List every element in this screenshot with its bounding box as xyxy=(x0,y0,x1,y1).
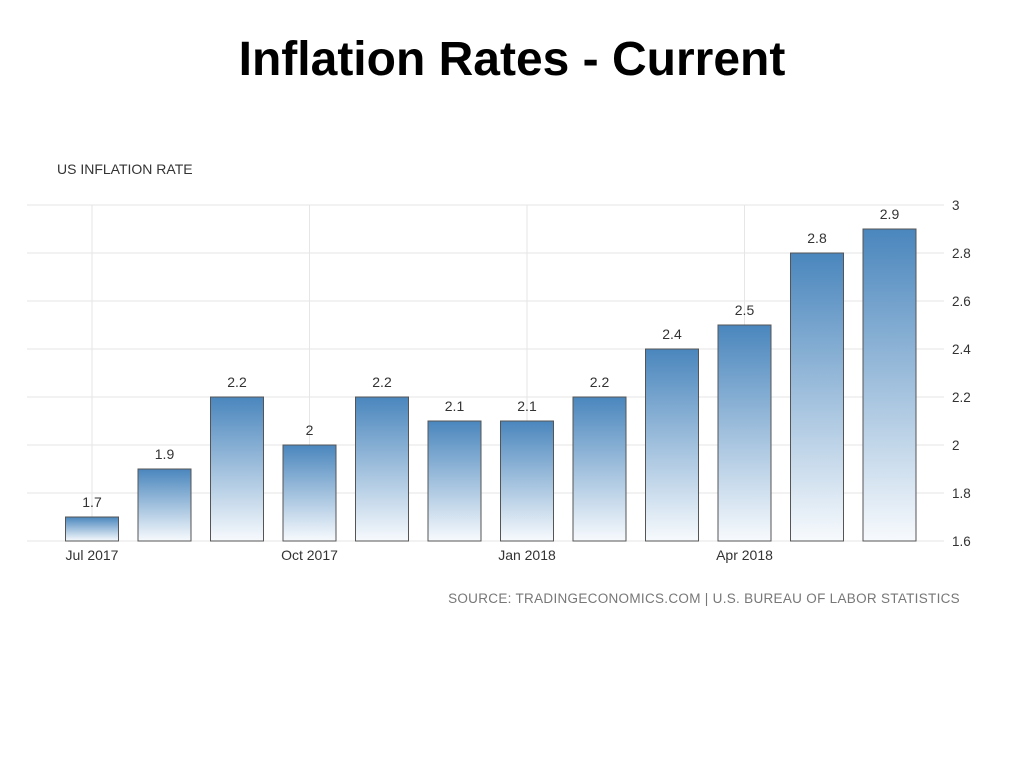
bar-value-label: 2.2 xyxy=(227,374,247,390)
x-tick-label: Jul 2017 xyxy=(66,547,119,563)
bar-aug-2017 xyxy=(137,468,192,542)
bar-value-label: 2.1 xyxy=(445,398,465,414)
y-tick-label: 2.6 xyxy=(952,294,971,309)
y-tick-label: 2.2 xyxy=(952,390,971,405)
x-axis-ticks: Jul 2017 Oct 2017 Jan 2018 Apr 2018 xyxy=(66,547,774,563)
y-tick-label: 3 xyxy=(952,198,960,213)
y-axis-ticks: 1.6 1.8 2 2.2 2.4 2.6 2.8 3 xyxy=(952,198,971,549)
bar-value-label: 2.4 xyxy=(662,326,682,342)
bar-oct-2017 xyxy=(282,444,337,542)
bar-value-label: 2 xyxy=(306,422,314,438)
bar-nov-2017 xyxy=(355,396,409,542)
bar-feb-2018 xyxy=(572,396,627,542)
y-tick-label: 2.4 xyxy=(952,342,971,357)
bar-value-label: 2.9 xyxy=(880,206,900,222)
x-tick-label: Oct 2017 xyxy=(281,547,338,563)
bar-value-label: 2.2 xyxy=(372,374,392,390)
chart-title: US INFLATION RATE xyxy=(57,161,193,177)
bar-value-label: 2.5 xyxy=(735,302,755,318)
bar-dec-2017 xyxy=(427,420,482,542)
y-tick-label: 1.8 xyxy=(952,486,971,501)
bar-value-label: 2.8 xyxy=(807,230,827,246)
bar-value-label: 1.7 xyxy=(82,494,102,510)
bar-value-label: 1.9 xyxy=(155,446,175,462)
bar-mar-2018 xyxy=(645,348,699,542)
y-tick-label: 1.6 xyxy=(952,534,971,549)
source-note: SOURCE: TRADINGECONOMICS.COM | U.S. BURE… xyxy=(448,591,960,606)
data-labels: 1.7 1.9 2.2 2 2.2 2.1 2.1 2.2 2.4 2.5 2.8 2.9 xyxy=(82,206,899,510)
y-tick-label: 2.8 xyxy=(952,246,971,261)
bar-value-label: 2.1 xyxy=(517,398,537,414)
y-tick-label: 2 xyxy=(952,438,960,453)
bar-sep-2017 xyxy=(210,396,264,542)
bar-jun-2018 xyxy=(862,228,917,542)
bar-apr-2018 xyxy=(717,324,772,542)
x-tick-label: Apr 2018 xyxy=(716,547,773,563)
bar-jul-2017 xyxy=(65,516,119,542)
bar-may-2018 xyxy=(790,252,844,542)
bar-value-label: 2.2 xyxy=(590,374,610,390)
x-tick-label: Jan 2018 xyxy=(498,547,556,563)
bar-jan-2018 xyxy=(500,420,554,542)
bars xyxy=(65,228,917,542)
slide-title: Inflation Rates - Current xyxy=(238,33,786,86)
